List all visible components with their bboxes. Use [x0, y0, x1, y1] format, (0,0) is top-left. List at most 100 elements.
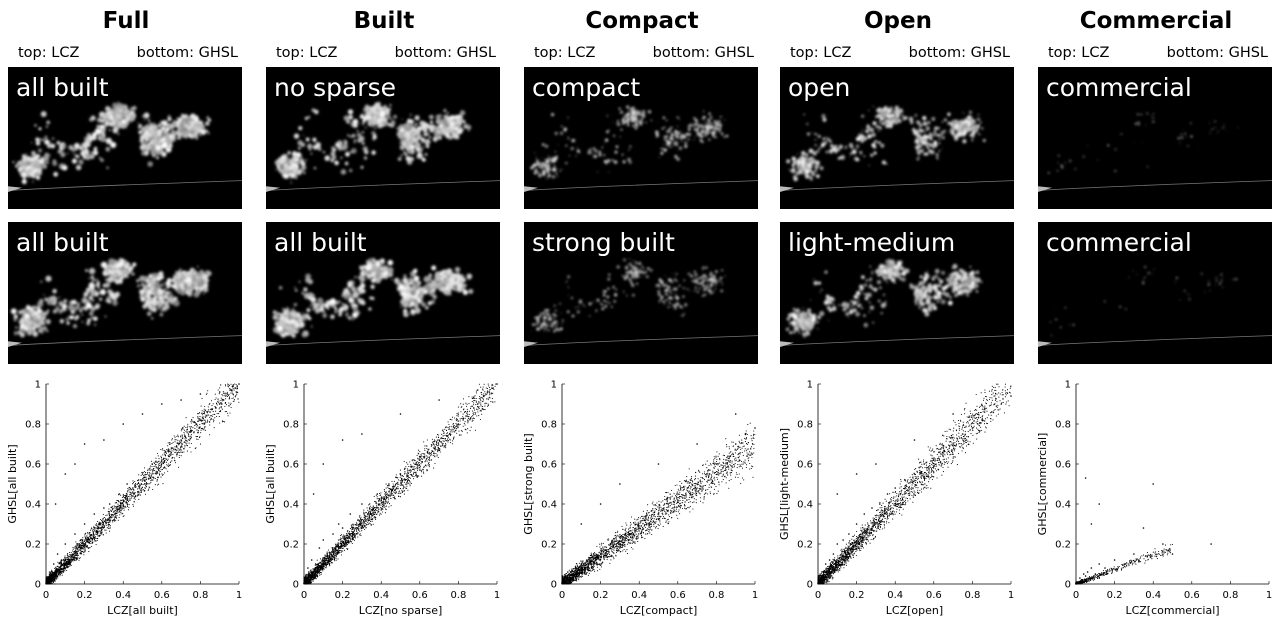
scatter-point — [395, 487, 398, 489]
scatter-point — [103, 439, 105, 441]
scatter-point — [875, 463, 877, 465]
scatter-point — [473, 407, 475, 409]
scatter-point — [821, 571, 823, 573]
scatter-point — [209, 411, 211, 413]
scatter-point — [126, 483, 128, 485]
scatter-point — [49, 573, 51, 575]
y-tick-label: 0.2 — [541, 540, 557, 551]
scatter-point — [195, 423, 198, 425]
scatter-point — [118, 493, 121, 495]
y-axis-label: GHSL[all built] — [264, 444, 277, 523]
subtitle-bottom: bottom: GHSL — [1166, 45, 1268, 61]
scatter-point — [74, 533, 76, 535]
scatter-point — [492, 387, 494, 389]
scatter-point — [1171, 553, 1174, 555]
scatter-point — [199, 419, 202, 421]
scatter-point — [438, 439, 440, 441]
scatter-point — [1162, 543, 1164, 545]
x-tick-label: 1 — [494, 590, 500, 601]
lcz-map: commercial — [1038, 67, 1272, 209]
y-tick-label: 0.6 — [541, 460, 557, 471]
y-tick-label: 0.6 — [1055, 460, 1071, 471]
scatter-point — [307, 567, 309, 569]
scatter-point — [226, 393, 229, 395]
scatter-point — [1152, 483, 1154, 485]
x-tick-label: 0.2 — [77, 590, 93, 601]
panel-column: Commercial top: LCZ bottom: GHSL commerc… — [1030, 0, 1282, 623]
x-tick-label: 0.4 — [1145, 590, 1161, 601]
x-tick-label: 0.6 — [670, 590, 686, 601]
scatter-point — [145, 483, 148, 485]
y-tick-label: 0 — [35, 580, 41, 591]
ghsl-map: strong built — [524, 222, 758, 364]
scatter-point — [83, 443, 86, 445]
scatter-point — [1098, 503, 1100, 505]
scatter-point — [326, 553, 328, 555]
scatter-point — [819, 579, 821, 581]
x-tick-label: 0.8 — [1222, 590, 1238, 601]
scatter-point — [933, 459, 935, 461]
scatter-point — [83, 523, 86, 525]
scatter-point — [619, 543, 621, 545]
lcz-map: compact — [524, 67, 758, 209]
scatter-point — [376, 493, 379, 495]
scatter-point — [1084, 575, 1087, 577]
scatter-point — [190, 431, 192, 433]
ghsl-map: all built — [266, 222, 500, 364]
scatter-point — [696, 483, 698, 485]
map-label: strong built — [532, 228, 675, 257]
x-tick-label: 0.4 — [373, 590, 389, 601]
scatter-point — [176, 453, 178, 455]
scatter-point — [981, 419, 983, 421]
scatter-point — [879, 503, 881, 505]
y-tick-label: 0 — [1065, 580, 1071, 591]
map-label: light-medium — [788, 228, 956, 257]
scatter-point — [108, 503, 111, 505]
scatter-point — [380, 499, 382, 501]
scatter-point — [215, 407, 217, 409]
x-axis-label: LCZ[open] — [886, 604, 943, 617]
point-cloud — [561, 422, 756, 585]
column-title: Built — [353, 8, 415, 34]
scatter-point — [667, 503, 669, 505]
scatter-point — [318, 547, 321, 549]
scatter-point — [488, 391, 491, 393]
map-label: commercial — [1046, 73, 1192, 102]
x-tick-label: 0.2 — [335, 590, 351, 601]
lcz-map: no sparse — [266, 67, 500, 209]
column-title: Open — [864, 8, 932, 34]
scatter-point — [122, 423, 124, 425]
subtitle-top: top: LCZ — [790, 45, 852, 61]
y-tick-label: 0.6 — [797, 460, 813, 471]
scatter-point — [496, 383, 498, 385]
scatter-point — [913, 439, 916, 441]
scatter-point — [64, 473, 67, 475]
scatter-point — [141, 473, 144, 475]
scatter-point — [426, 451, 429, 453]
y-axis-label: GHSL[all built] — [6, 444, 19, 523]
scatter-point — [457, 423, 460, 425]
scatter-point — [1142, 527, 1145, 529]
scatter-point — [565, 575, 567, 577]
scatter-point — [161, 403, 163, 405]
map-label: no sparse — [274, 73, 396, 102]
scatter-point — [399, 473, 402, 475]
scatter-point — [232, 385, 234, 387]
scatter-point — [580, 563, 583, 565]
scatter-point — [234, 387, 236, 389]
scatter-point — [913, 473, 916, 475]
scatter-point — [361, 503, 363, 505]
scatter-point — [628, 533, 631, 535]
y-tick-label: 0.4 — [283, 500, 299, 511]
y-tick-label: 0.4 — [541, 500, 557, 511]
subtitle-top: top: LCZ — [18, 45, 80, 61]
scatter-point — [677, 499, 679, 501]
scatter-point — [971, 427, 974, 429]
scatter-point — [828, 559, 831, 561]
y-axis-label: GHSL[strong built] — [522, 433, 535, 534]
scatter-point — [923, 463, 925, 465]
y-tick-label: 0.6 — [283, 460, 299, 471]
scatter-point — [60, 559, 63, 561]
scatter-point — [341, 439, 344, 441]
scatter-point — [1113, 559, 1116, 561]
